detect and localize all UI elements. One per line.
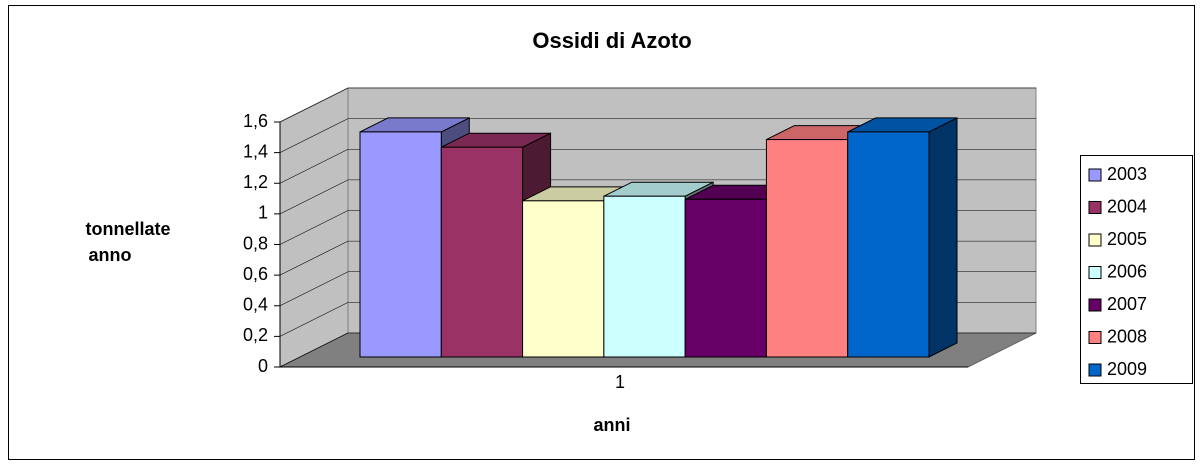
legend-swatch (1088, 266, 1102, 279)
y-tick-label: 0 (258, 356, 268, 376)
bar (359, 131, 442, 358)
legend-label: 2005 (1107, 229, 1147, 249)
legend-label: 2007 (1107, 294, 1147, 314)
legend-label: 2008 (1107, 326, 1147, 346)
legend-swatch (1088, 233, 1102, 247)
legend-label: 2003 (1107, 164, 1147, 184)
legend-label: 2009 (1107, 359, 1147, 379)
legend-swatch (1088, 298, 1102, 312)
bar-side (928, 117, 958, 358)
y-tick-label: 1,6 (243, 111, 268, 131)
y-axis-label: anno (89, 245, 132, 265)
legend-swatch (1088, 168, 1102, 182)
bar (765, 139, 849, 358)
bar (603, 195, 686, 358)
chart-title: Ossidi di Azoto (532, 28, 691, 53)
y-tick-label: 0,6 (243, 264, 268, 284)
legend-label: 2004 (1107, 196, 1147, 216)
y-tick-label: 0,2 (243, 325, 268, 345)
y-axis-label: tonnellate (85, 219, 170, 239)
bar (522, 200, 605, 358)
grid-line (279, 87, 1036, 123)
bar (684, 198, 767, 358)
x-axis-label: anni (593, 415, 630, 435)
y-tick-label: 1 (258, 203, 268, 223)
legend-swatch (1088, 363, 1102, 377)
x-tick-label: 1 (615, 372, 625, 392)
bar (847, 131, 930, 358)
y-tick-label: 1,4 (243, 141, 268, 161)
y-tick-label: 0,4 (243, 295, 268, 315)
legend-label: 2006 (1107, 261, 1147, 281)
y-tick-label: 0,8 (243, 233, 268, 253)
legend-swatch (1088, 201, 1102, 214)
y-tick-label: 1,2 (243, 172, 268, 192)
legend-swatch (1088, 331, 1102, 344)
bar (440, 146, 524, 358)
grid-line (279, 118, 1036, 153)
